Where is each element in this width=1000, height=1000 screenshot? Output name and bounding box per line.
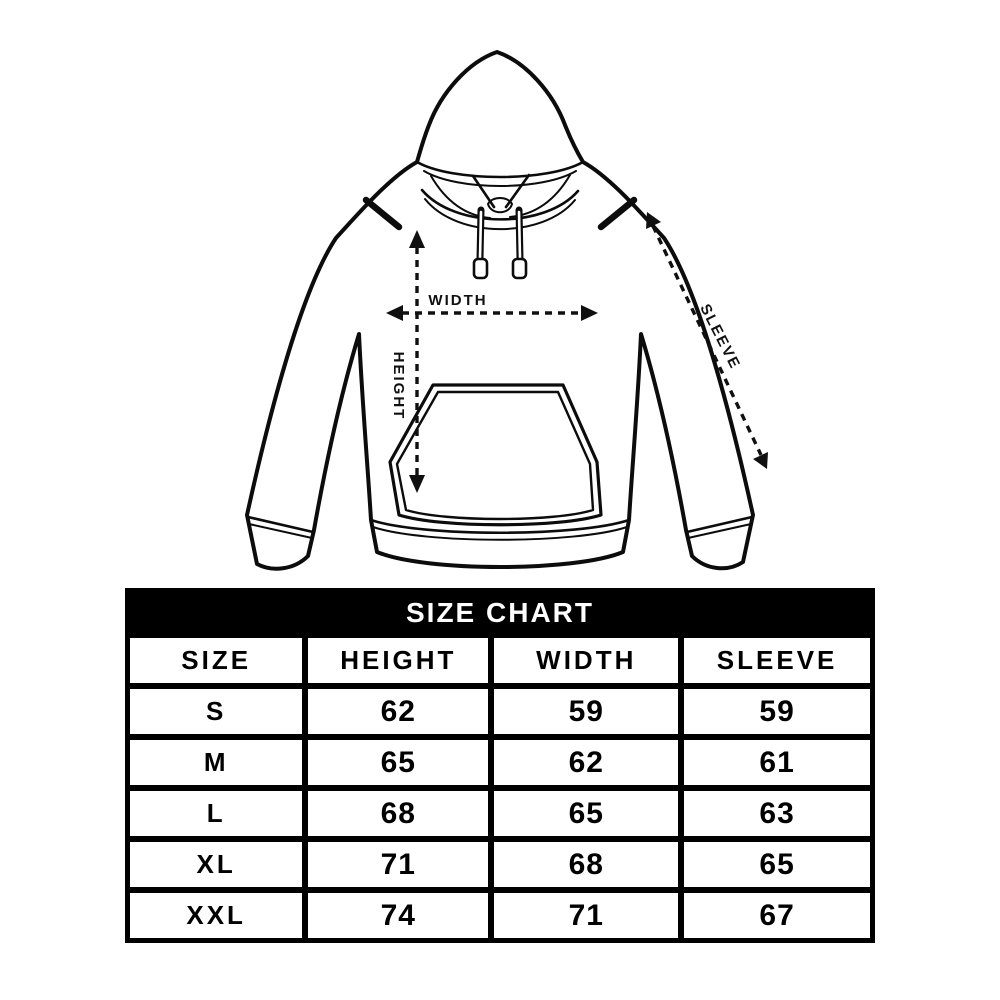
hoodie-technical-drawing: WIDTH HEIGHT SLEEVE	[245, 50, 768, 571]
row-xxl-height: 74	[308, 893, 489, 938]
row-m-height: 65	[308, 740, 489, 785]
height-arrow: HEIGHT	[390, 230, 425, 493]
row-l-sleeve: 63	[684, 791, 870, 836]
collar-seam-outer	[420, 188, 580, 221]
hood-band-inner	[423, 170, 577, 187]
width-arrow: WIDTH	[386, 292, 598, 321]
height-label: HEIGHT	[390, 352, 407, 421]
size-chart-title: SIZE CHART	[406, 597, 594, 628]
hem-seam2	[372, 526, 628, 541]
row-l-size: L	[130, 791, 303, 836]
drawstring-right-core	[517, 210, 522, 260]
drawstring-left-core	[478, 210, 483, 260]
hoodie-silhouette	[245, 50, 755, 571]
row-l-width: 65	[494, 791, 679, 836]
pocket-inner	[395, 390, 595, 521]
row-xl-size: XL	[130, 842, 303, 887]
row-s-sleeve: 59	[684, 689, 870, 734]
row-s-size: S	[130, 689, 303, 734]
row-m-sleeve: 61	[684, 740, 870, 785]
row-xxl-width: 71	[494, 893, 679, 938]
cuff-seam-left	[246, 515, 315, 534]
column-header-sleeve: SLEEVE	[684, 638, 870, 683]
column-header-height: HEIGHT	[308, 638, 489, 683]
pocket	[388, 383, 603, 527]
raglan-mark-left	[362, 196, 403, 231]
row-m-size: M	[130, 740, 303, 785]
row-xl-width: 68	[494, 842, 679, 887]
size-chart-table: SIZE CHART SIZE HEIGHT WIDTH SLEEVE S 62…	[125, 588, 875, 943]
aglet-left	[472, 257, 489, 280]
cuff-seam-right	[685, 515, 754, 534]
row-s-height: 62	[308, 689, 489, 734]
size-chart-grid: SIZE HEIGHT WIDTH SLEEVE S 62 59 59 M 65…	[130, 638, 870, 938]
column-header-size: SIZE	[130, 638, 303, 683]
row-s-width: 59	[494, 689, 679, 734]
row-l-height: 68	[308, 791, 489, 836]
hood-band	[415, 160, 585, 179]
row-xl-sleeve: 65	[684, 842, 870, 887]
collar-seam-inner	[424, 198, 576, 231]
row-xxl-sleeve: 67	[684, 893, 870, 938]
column-header-width: WIDTH	[494, 638, 679, 683]
row-m-width: 62	[494, 740, 679, 785]
raglan-mark-right	[597, 196, 638, 231]
hem-seam	[369, 518, 631, 535]
cuff-seam-left2	[248, 523, 313, 539]
width-label: WIDTH	[428, 292, 487, 309]
cuff-seam-right2	[687, 523, 752, 539]
row-xl-height: 71	[308, 842, 489, 887]
aglet-right	[511, 257, 528, 280]
placket-shield	[486, 197, 514, 214]
row-xxl-size: XXL	[130, 893, 303, 938]
